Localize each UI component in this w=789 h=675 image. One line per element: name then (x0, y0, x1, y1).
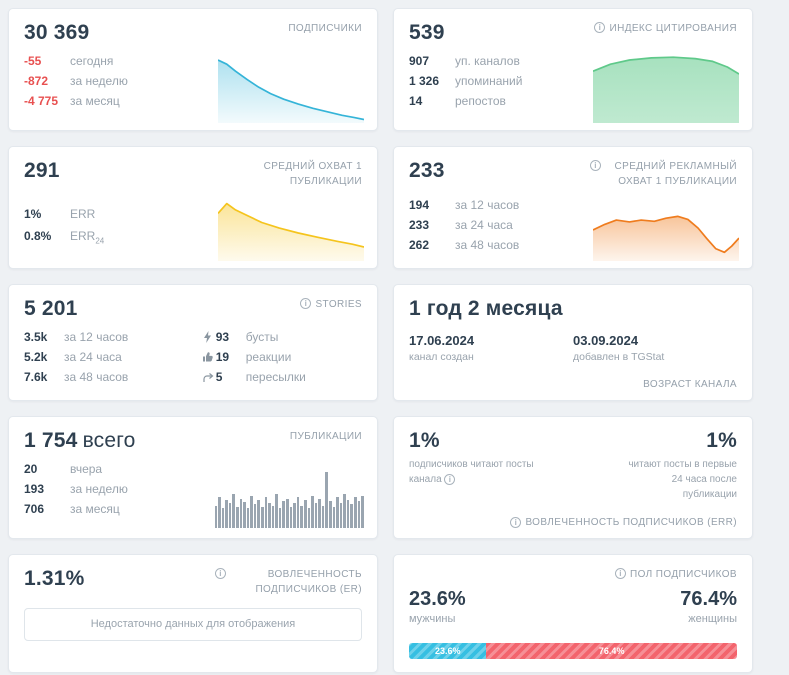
gender-bar-female: 76.4% (486, 643, 737, 659)
publications-bar-chart (214, 472, 364, 528)
err-right-caption: читают посты в первые 24 часа после публ… (628, 459, 737, 500)
stat-row: 93 бусты (200, 330, 362, 344)
stat-row: 20 вчера (24, 462, 103, 476)
stat-row: 1% ERR (24, 207, 96, 221)
channel-created: 17.06.2024 канал создан (409, 333, 475, 363)
avg-ad-reach-value: 233 (409, 159, 445, 182)
subscribers-title: ПОДПИСЧИКИ (288, 23, 362, 34)
subscribers-value: 30 369 (24, 21, 90, 44)
citation-index-card: 539 i ИНДЕКС ЦИТИРОВАНИЯ 907 уп. каналов… (393, 8, 753, 131)
stories-value: 5 201 (24, 297, 78, 320)
forward-icon (200, 372, 216, 383)
avg-reach-value: 291 (24, 159, 60, 182)
stat-row: 19 реакции (200, 350, 362, 364)
gender-male-value: 23.6% (409, 588, 466, 610)
err-right-value: 1% (706, 429, 737, 452)
stat-row: 907 уп. каналов (409, 54, 520, 68)
stat-row: -55 сегодня (24, 54, 114, 68)
err-left-value: 1% (409, 429, 440, 452)
gender-card: i ПОЛ ПОДПИСЧИКОВ 23.6% мужчины 76.4% же… (393, 554, 753, 673)
avg-ad-reach-card: 233 i СРЕДНИЙ РЕКЛАМНЫЙ ОХВАТ 1 ПУБЛИКАЦ… (393, 146, 753, 269)
channel-age-value: 1 год 2 месяца (409, 297, 563, 320)
info-icon[interactable]: i (590, 160, 601, 171)
stat-row: 0.8% ERR24 (24, 229, 105, 246)
citation-index-sparkline-chart (593, 53, 739, 123)
citation-index-value: 539 (409, 21, 445, 44)
er-card: 1.31% i ВОВЛЕЧЕННОСТЬ ПОДПИСЧИКОВ (ER) Н… (8, 554, 378, 673)
stories-card: 5 201 i STORIES 3.5k за 12 часов 5.2k за… (8, 284, 378, 401)
stat-row: 194 за 12 часов (409, 198, 520, 212)
info-icon[interactable]: i (594, 22, 606, 33)
gender-male-label: мужчины (409, 613, 456, 625)
publications-card: 1 754 всего ПУБЛИКАЦИИ 20 вчера 193 за не… (8, 416, 378, 539)
stat-row: 14 репостов (409, 94, 506, 108)
subscribers-card: 30 369 ПОДПИСЧИКИ -55 сегодня -872 за не… (8, 8, 378, 131)
stat-row: 233 за 24 часа (409, 218, 513, 232)
publications-value: 1 754 всего (24, 429, 136, 452)
dashboard-grid: 30 369 ПОДПИСЧИКИ -55 сегодня -872 за не… (8, 8, 753, 673)
stat-row: 262 за 48 часов (409, 238, 520, 252)
avg-reach-sparkline-chart (218, 191, 364, 261)
gender-female-block: 76.4% женщины (680, 588, 737, 625)
channel-age-card: 1 год 2 месяца 17.06.2024 канал создан 0… (393, 284, 753, 401)
stat-row: 5.2k за 24 часа (24, 350, 122, 364)
stat-row: 193 за неделю (24, 482, 128, 496)
er-title: i ВОВЛЕЧЕННОСТЬ ПОДПИСЧИКОВ (ER) (215, 567, 362, 597)
err-card: 1% подписчиков читают посты канала i 1% … (393, 416, 753, 539)
info-icon[interactable]: i (215, 568, 226, 579)
publications-title: ПУБЛИКАЦИИ (289, 431, 362, 442)
thumb-up-icon (200, 351, 216, 363)
err-right-block: 1% читают посты в первые 24 часа после п… (619, 429, 737, 502)
stat-row: 7.6k за 48 часов (24, 370, 129, 384)
avg-reach-card: 291 СРЕДНИЙ ОХВАТ 1 ПУБЛИКАЦИИ 1% ERR 0.… (8, 146, 378, 269)
channel-added-tgstat: 03.09.2024 добавлен в TGStat (573, 333, 665, 363)
gender-distribution-bar: 23.6% 76.4% (409, 643, 737, 659)
stories-title: i STORIES (300, 297, 362, 312)
boost-icon (200, 331, 216, 343)
er-value: 1.31% (24, 567, 85, 590)
stat-row: 3.5k за 12 часов (24, 330, 129, 344)
gender-female-value: 76.4% (680, 588, 737, 610)
subscribers-sparkline-chart (218, 53, 364, 123)
stat-row: -4 775 за месяц (24, 94, 120, 108)
no-data-message: Недостаточно данных для отображения (24, 608, 362, 641)
gender-male-block: 23.6% мужчины (409, 588, 466, 625)
gender-bar-male: 23.6% (409, 643, 487, 659)
avg-ad-reach-title: i СРЕДНИЙ РЕКЛАМНЫЙ ОХВАТ 1 ПУБЛИКАЦИИ (590, 159, 737, 189)
info-icon[interactable]: i (615, 568, 626, 579)
info-icon[interactable]: i (444, 474, 456, 485)
avg-ad-reach-sparkline-chart (593, 199, 739, 261)
info-icon[interactable]: i (510, 517, 522, 528)
citation-index-title: i ИНДЕКС ЦИТИРОВАНИЯ (594, 21, 737, 36)
gender-title: i ПОЛ ПОДПИСЧИКОВ (409, 567, 737, 582)
stat-row: 706 за месяц (24, 502, 120, 516)
stat-row: 5 пересылки (200, 370, 362, 384)
err-left-block: 1% подписчиков читают посты канала i (409, 429, 559, 487)
stat-row: -872 за неделю (24, 74, 128, 88)
avg-reach-title: СРЕДНИЙ ОХВАТ 1 ПУБЛИКАЦИИ (263, 161, 362, 187)
stat-row: 1 326 упоминаний (409, 74, 523, 88)
channel-age-footer: ВОЗРАСТ КАНАЛА (643, 379, 737, 390)
err-left-caption: подписчиков читают посты канала i (409, 459, 534, 485)
err-footer: i ВОВЛЕЧЕННОСТЬ ПОДПИСЧИКОВ (ERR) (510, 516, 737, 528)
gender-female-label: женщины (688, 613, 737, 625)
info-icon[interactable]: i (300, 298, 312, 309)
